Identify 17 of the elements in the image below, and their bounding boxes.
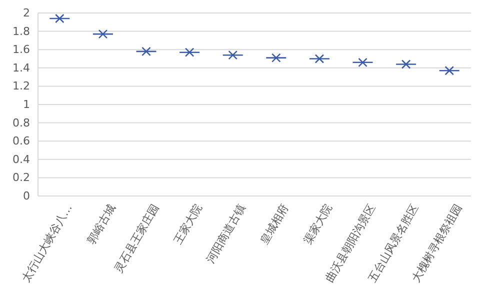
- y-tick-label: 1.6: [12, 43, 30, 56]
- y-tick-label: 1.8: [12, 24, 30, 38]
- y-tick-label: 0.8: [12, 116, 30, 130]
- x-tick-label: 王家大院: [171, 202, 205, 247]
- y-tick-label: 0.6: [12, 134, 30, 148]
- y-tick-label: 0.2: [12, 171, 30, 184]
- y-tick-label: 1.4: [12, 61, 30, 74]
- x-tick-label: 郭峪古城: [84, 202, 118, 247]
- x-tick-label: 河阳商道古镇: [204, 202, 248, 266]
- y-tick-label: 1.2: [12, 80, 30, 93]
- y-tick-label: 2: [23, 6, 30, 20]
- y-tick-label: 0.4: [12, 152, 30, 166]
- y-tick-label: 1: [23, 98, 30, 112]
- x-tick-label: 太行山大峡谷八…: [20, 202, 75, 285]
- y-tick-label: 0: [23, 190, 30, 203]
- x-tick-label: 渠家大院: [301, 202, 335, 247]
- x-tick-label: 皇城相府: [258, 202, 292, 247]
